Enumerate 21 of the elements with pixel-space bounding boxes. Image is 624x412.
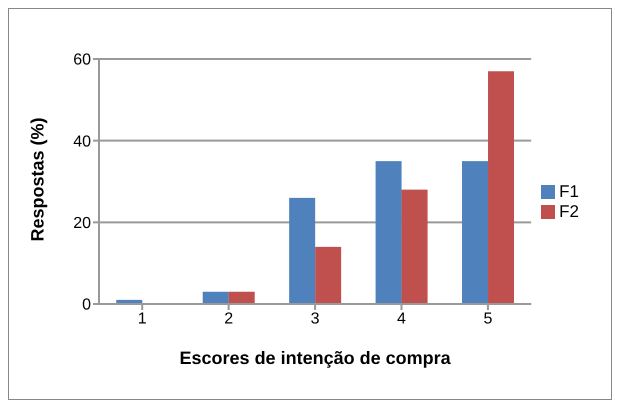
x-axis-title: Escores de intenção de compra (180, 348, 452, 368)
bar (228, 292, 255, 304)
x-tick-label: 5 (483, 310, 492, 328)
bar (488, 71, 514, 304)
y-axis-title: Respostas (%) (27, 117, 48, 242)
bar (289, 198, 316, 304)
legend-label: F2 (559, 202, 579, 220)
bar (376, 161, 402, 304)
x-tick-label: 1 (138, 310, 147, 328)
y-tick-label: 0 (82, 296, 92, 314)
bar (315, 246, 342, 304)
bar (202, 292, 229, 304)
y-tick-label: 40 (73, 133, 92, 150)
x-tick-label: 4 (397, 310, 406, 328)
bar (402, 190, 428, 304)
y-tick-label: 20 (73, 215, 92, 232)
y-tick-label: 60 (73, 52, 92, 69)
legend-label: F1 (559, 182, 579, 200)
bar (462, 161, 488, 304)
x-tick-label: 3 (310, 310, 320, 328)
x-tick-label: 2 (224, 310, 234, 328)
